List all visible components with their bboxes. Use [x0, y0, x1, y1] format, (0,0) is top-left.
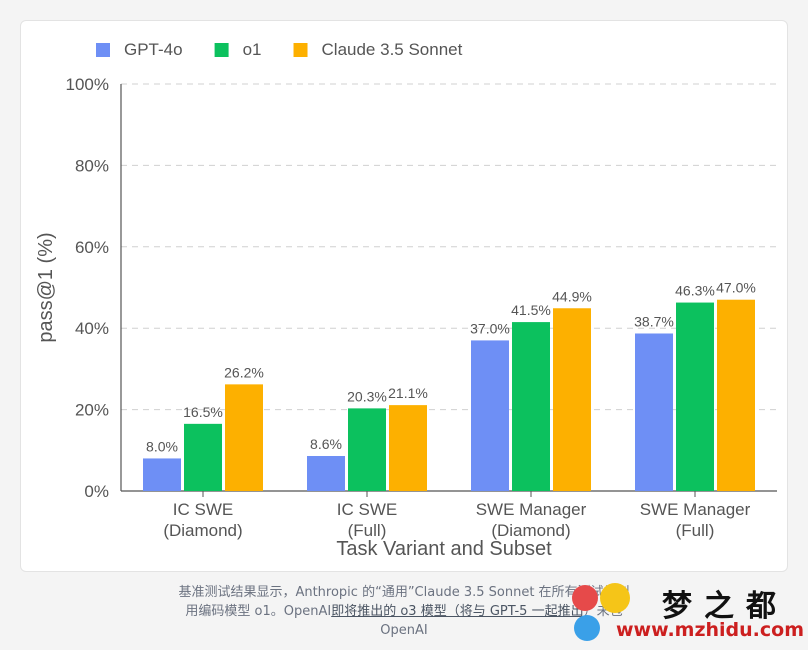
- figure-caption: 基准测试结果显示，Anthropic 的“通用”Claude 3.5 Sonne…: [20, 583, 788, 640]
- bar: [553, 308, 591, 491]
- site-watermark: 梦之都 www.mzhidu.com: [570, 581, 804, 645]
- caption-line-2-prefix: 用编码模型 o1。OpenAI: [185, 604, 332, 619]
- legend-label: o1: [243, 40, 262, 59]
- legend-swatch: [96, 43, 110, 57]
- x-tick-label: (Full): [676, 521, 715, 540]
- bar-value-label: 37.0%: [470, 320, 510, 336]
- bar-value-label: 8.6%: [310, 436, 342, 452]
- caption-line-2: 用编码模型 o1。OpenAI即将推出的 o3 模型（将与 GPT-5 一起推出…: [20, 602, 788, 621]
- legend-label: GPT-4o: [124, 40, 183, 59]
- y-tick-label: 40%: [75, 319, 109, 338]
- bar: [143, 458, 181, 491]
- legend-swatch: [214, 43, 229, 57]
- bar: [307, 455, 345, 491]
- legend-label: Claude 3.5 Sonnet: [322, 40, 463, 59]
- chart-card: 0% 20% 40% 60% 80% 100% 8.0% 16.5% 26.2% IC SWE (D…: [20, 20, 788, 572]
- x-tick-label: IC SWE: [337, 500, 397, 519]
- bar-value-label: 41.5%: [511, 302, 551, 318]
- y-tick-label: 60%: [75, 238, 109, 257]
- yellow-face-icon: [600, 583, 630, 613]
- legend-swatch: [293, 43, 308, 57]
- bar: [184, 423, 222, 491]
- bar-value-label: 8.0%: [146, 438, 178, 454]
- caption-line-1: 基准测试结果显示，Anthropic 的“通用”Claude 3.5 Sonne…: [178, 585, 630, 600]
- bar: [348, 408, 386, 491]
- x-tick-label: SWE Manager: [476, 500, 587, 519]
- red-face-icon: [572, 585, 598, 611]
- bar: [635, 333, 673, 491]
- bar: [512, 322, 550, 491]
- x-tick-label: (Diamond): [491, 521, 570, 540]
- bar-value-label: 16.5%: [183, 404, 223, 420]
- bar-value-label: 38.7%: [634, 313, 674, 329]
- bar-value-label: 44.9%: [552, 288, 592, 304]
- x-tick-label: (Full): [348, 521, 387, 540]
- watermark-name: 梦之都: [662, 589, 788, 624]
- blue-face-icon: [574, 615, 600, 641]
- caption-o3-link[interactable]: 即将推出的 o3 模型（将与 GPT-5 一起推出: [331, 604, 584, 619]
- bar-chart: 0% 20% 40% 60% 80% 100% 8.0% 16.5% 26.2% IC SWE (D…: [35, 40, 777, 560]
- bar-value-label: 47.0%: [716, 280, 756, 296]
- x-axis-title: Task Variant and Subset: [336, 538, 552, 560]
- x-tick-label: IC SWE: [173, 500, 233, 519]
- watermark-url[interactable]: www.mzhidu.com: [616, 619, 805, 641]
- bar: [471, 340, 509, 491]
- x-tick-label: SWE Manager: [640, 500, 751, 519]
- bar: [717, 299, 755, 491]
- y-tick-label: 20%: [75, 401, 109, 420]
- x-tick-label: (Diamond): [163, 521, 242, 540]
- y-tick-label: 80%: [75, 156, 109, 175]
- bar: [225, 384, 263, 491]
- bar-value-label: 21.1%: [388, 385, 428, 401]
- caption-line-3: OpenAI: [380, 623, 428, 638]
- y-axis-title: pass@1 (%): [35, 232, 57, 342]
- bar-value-label: 46.3%: [675, 283, 715, 299]
- bar: [676, 302, 714, 491]
- y-tick-label: 0%: [84, 482, 109, 501]
- bar: [389, 405, 427, 491]
- bar-value-label: 26.2%: [224, 364, 264, 380]
- y-tick-label: 100%: [66, 75, 109, 94]
- bar-value-label: 20.3%: [347, 388, 387, 404]
